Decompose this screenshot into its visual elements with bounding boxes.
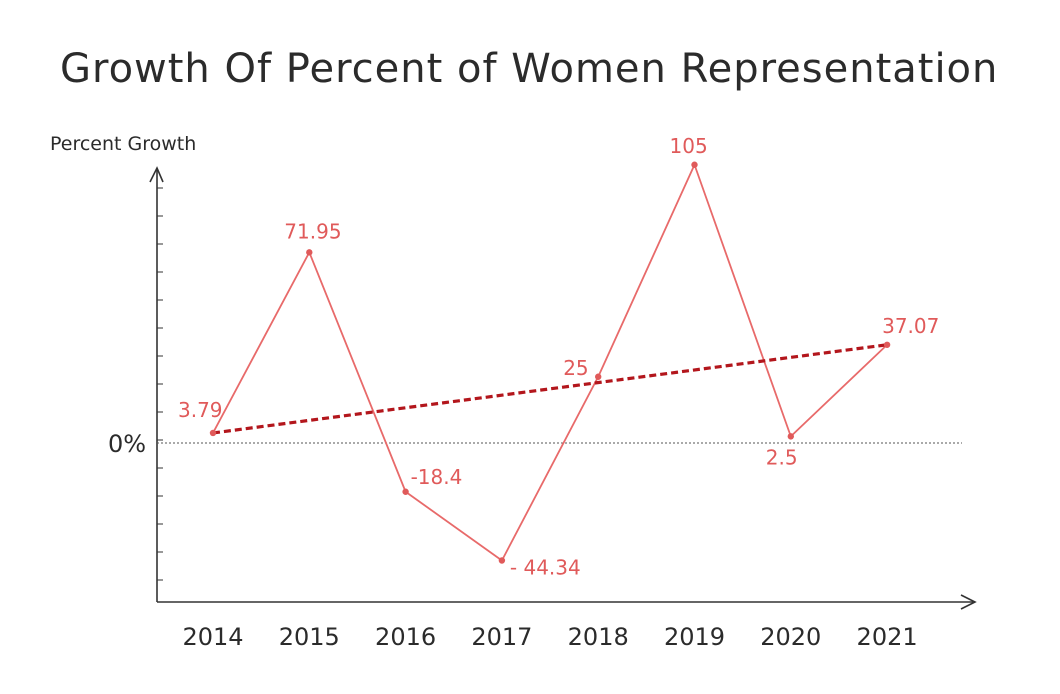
data-label: 105 — [670, 134, 708, 158]
zero-label: 0% — [108, 430, 146, 458]
data-labels: 3.79 71.95 -18.4 - 44.34 25 105 2.5 37.07 — [178, 134, 939, 580]
data-label: 25 — [563, 356, 588, 380]
zero-line-group: 0% — [108, 430, 962, 458]
x-tick-label: 2014 — [182, 623, 243, 651]
data-label: 37.07 — [882, 314, 939, 338]
x-tick-label: 2018 — [568, 623, 629, 651]
chart-title: Growth Of Percent of Women Representatio… — [60, 46, 998, 92]
trendline-group — [212, 343, 888, 435]
data-point — [402, 488, 409, 495]
y-axis-arrow — [149, 166, 164, 183]
data-points — [209, 161, 891, 564]
axes — [149, 166, 977, 610]
y-axis-label: Percent Growth — [50, 133, 196, 155]
trendline — [212, 343, 888, 435]
data-point — [209, 429, 217, 437]
x-tick-label: 2016 — [375, 623, 436, 651]
series-line — [212, 163, 888, 562]
data-label: 3.79 — [178, 398, 223, 422]
x-tick-label: 2019 — [664, 623, 725, 651]
x-tick-labels: 2014 2015 2016 2017 2018 2019 2020 2021 — [182, 623, 917, 651]
x-tick-label: 2017 — [471, 623, 532, 651]
data-label: 71.95 — [284, 219, 341, 243]
data-point — [883, 341, 891, 348]
data-point — [691, 161, 698, 168]
data-point — [787, 433, 794, 440]
x-tick-label: 2021 — [857, 623, 918, 651]
data-label: -18.4 — [411, 465, 463, 489]
x-tick-label: 2020 — [760, 623, 821, 651]
data-point — [595, 373, 602, 380]
data-label: - 44.34 — [510, 556, 581, 580]
data-label: 2.5 — [766, 445, 798, 469]
x-axis-arrow — [960, 594, 977, 610]
data-point — [306, 249, 313, 256]
x-tick-label: 2015 — [279, 623, 340, 651]
data-point — [498, 557, 506, 564]
series-line-group — [212, 163, 888, 562]
